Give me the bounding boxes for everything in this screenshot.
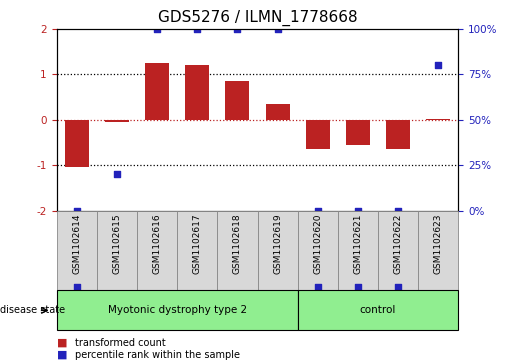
Point xyxy=(394,284,402,290)
Text: GSM1102615: GSM1102615 xyxy=(112,214,122,274)
Bar xyxy=(258,211,298,290)
Bar xyxy=(338,211,378,290)
Bar xyxy=(266,104,289,120)
Text: control: control xyxy=(360,305,396,315)
Bar xyxy=(418,211,458,290)
Text: transformed count: transformed count xyxy=(75,338,165,348)
Text: GSM1102621: GSM1102621 xyxy=(353,214,363,274)
Point xyxy=(314,208,322,213)
Point xyxy=(233,26,242,32)
Title: GDS5276 / ILMN_1778668: GDS5276 / ILMN_1778668 xyxy=(158,10,357,26)
Text: GSM1102617: GSM1102617 xyxy=(193,214,202,274)
Bar xyxy=(145,63,169,120)
Point xyxy=(73,208,81,213)
Bar xyxy=(378,211,418,290)
Text: GSM1102619: GSM1102619 xyxy=(273,214,282,274)
Point xyxy=(354,208,362,213)
Text: GSM1102622: GSM1102622 xyxy=(393,214,403,274)
Bar xyxy=(65,120,89,167)
Text: percentile rank within the sample: percentile rank within the sample xyxy=(75,350,239,360)
Bar xyxy=(105,120,129,122)
Point xyxy=(354,284,362,290)
Bar xyxy=(177,211,217,290)
Point xyxy=(153,26,161,32)
Point xyxy=(314,284,322,290)
Bar xyxy=(298,290,458,330)
Bar xyxy=(97,211,137,290)
Bar xyxy=(298,211,338,290)
Bar xyxy=(57,211,97,290)
Bar xyxy=(306,120,330,149)
Text: GSM1102614: GSM1102614 xyxy=(72,214,81,274)
Bar xyxy=(137,211,177,290)
Text: GSM1102618: GSM1102618 xyxy=(233,214,242,274)
Point xyxy=(394,208,402,213)
Text: ■: ■ xyxy=(57,338,67,348)
Text: GSM1102620: GSM1102620 xyxy=(313,214,322,274)
Bar xyxy=(57,290,298,330)
Point xyxy=(73,284,81,290)
Text: disease state: disease state xyxy=(0,305,65,315)
Bar xyxy=(346,120,370,145)
Text: GSM1102616: GSM1102616 xyxy=(152,214,162,274)
Text: Myotonic dystrophy type 2: Myotonic dystrophy type 2 xyxy=(108,305,247,315)
Text: GSM1102623: GSM1102623 xyxy=(434,214,443,274)
Bar xyxy=(185,65,209,120)
Bar xyxy=(226,81,249,120)
Point xyxy=(273,26,282,32)
Point xyxy=(434,62,442,68)
Bar xyxy=(426,119,450,120)
Bar xyxy=(217,211,258,290)
Point xyxy=(193,26,201,32)
Bar xyxy=(386,120,410,149)
Point xyxy=(113,171,121,177)
Text: ■: ■ xyxy=(57,350,67,360)
